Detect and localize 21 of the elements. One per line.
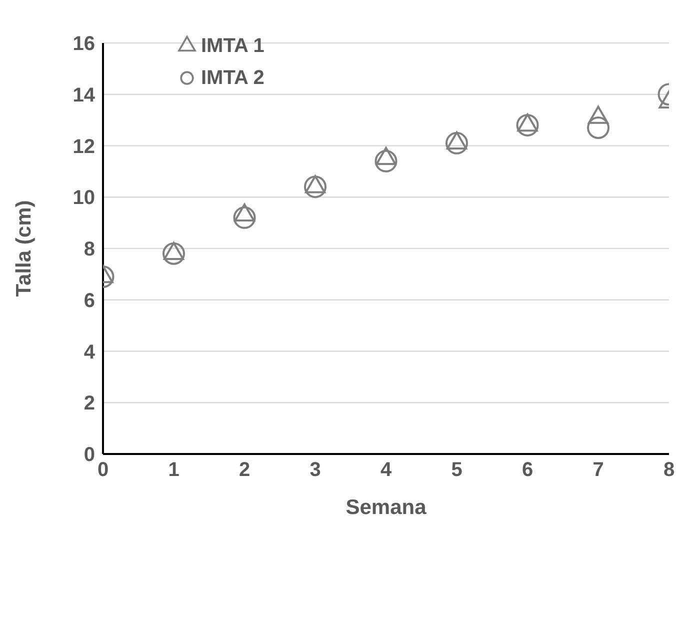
y-tick-label: 2 [84, 392, 95, 415]
y-tick-label: 14 [72, 84, 96, 106]
y-axis-title: Talla (cm) [12, 200, 36, 297]
y-tick-label: 10 [72, 187, 95, 210]
y-tick-label: 12 [72, 136, 95, 158]
y-tick-label: 0 [84, 444, 95, 466]
x-tick-label: 7 [592, 459, 604, 482]
y-tick-label: 6 [84, 290, 95, 312]
legend-label: IMTA 2 [201, 66, 264, 90]
x-tick-label: 6 [522, 459, 534, 482]
y-tick-label: 8 [84, 238, 95, 261]
x-tick-label: 5 [451, 459, 462, 482]
y-tick-label: 16 [72, 33, 95, 56]
x-tick-label: 4 [380, 459, 392, 482]
x-tick-label: 2 [238, 459, 250, 482]
y-tick-label: 4 [84, 341, 96, 364]
x-axis-title: Semana [346, 496, 427, 519]
x-tick-label: 8 [663, 459, 675, 482]
x-tick-label: 3 [310, 459, 321, 482]
legend-label: IMTA 1 [201, 34, 264, 58]
x-tick-label: 1 [168, 459, 180, 482]
